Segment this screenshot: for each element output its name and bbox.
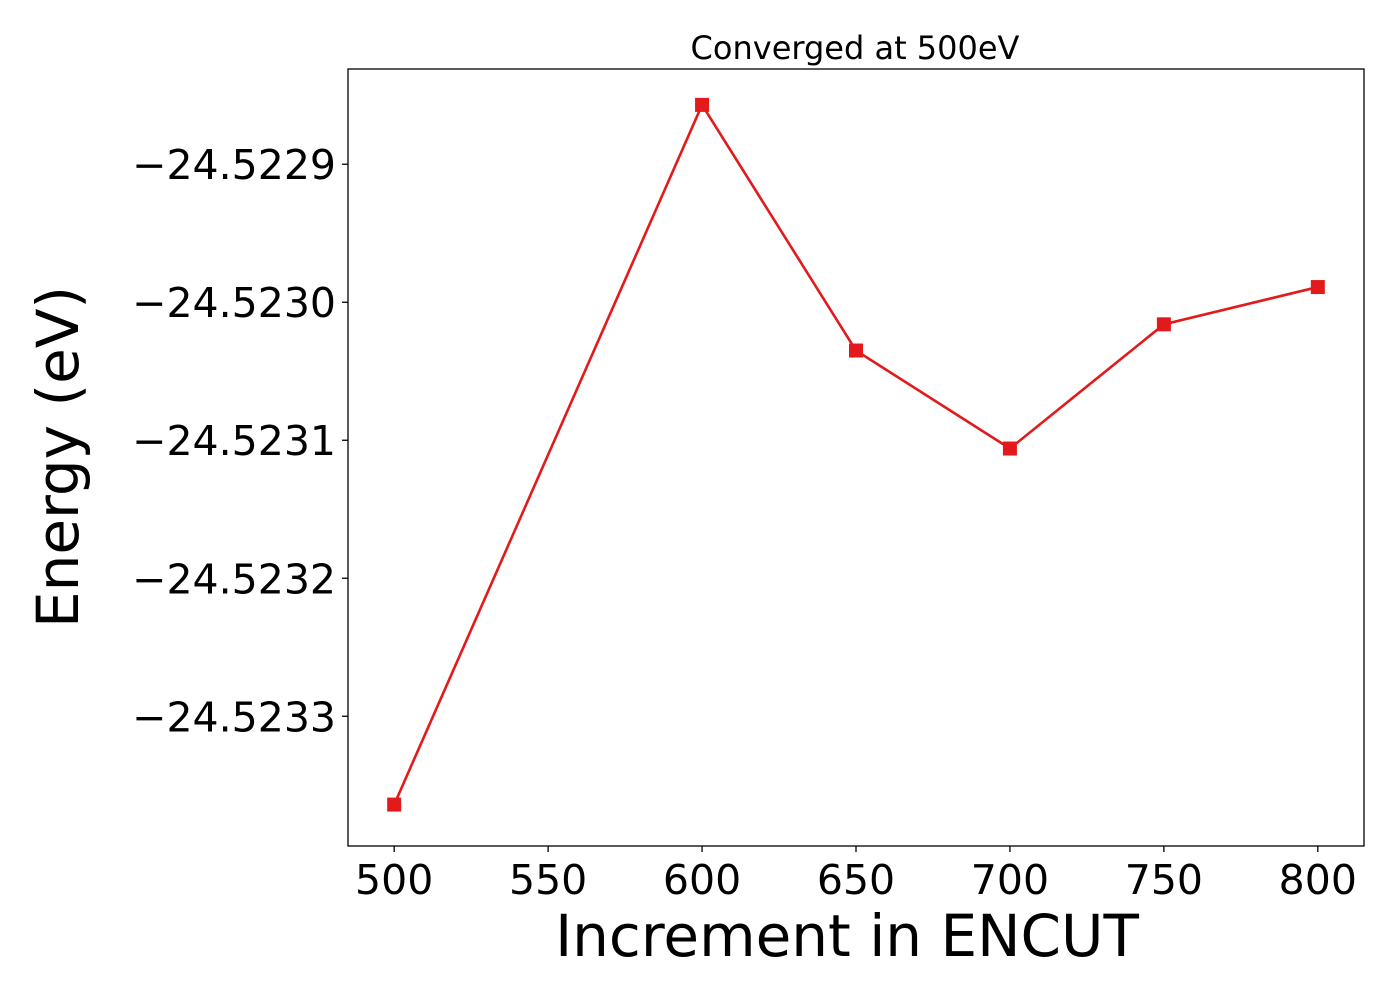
data-point — [1002, 441, 1017, 456]
data-point — [695, 97, 710, 112]
chart-title: Converged at 500eV — [691, 29, 1020, 67]
y-axis-title: Energy (eV) — [24, 286, 92, 628]
series-line — [392, 102, 1319, 806]
y-tick-label: −24.5230 — [132, 279, 336, 327]
x-tick-label: 500 — [355, 856, 433, 904]
x-tick-label: 800 — [1279, 856, 1357, 904]
x-tick-label: 600 — [663, 856, 741, 904]
y-tick-label: −24.5233 — [132, 693, 336, 741]
data-point — [1310, 280, 1325, 295]
y-axis-ticks: −24.5229 −24.5230 −24.5231 −24.5232 −24.5233 — [132, 141, 348, 741]
series-layer — [387, 97, 1325, 812]
x-tick-label: 550 — [509, 856, 587, 904]
x-tick-label: 650 — [817, 856, 895, 904]
y-tick-label: −24.5229 — [132, 141, 336, 189]
data-point — [849, 343, 863, 358]
plot-area-frame — [347, 68, 1365, 847]
y-tick-label: −24.5232 — [132, 555, 336, 603]
x-axis-ticks: 500 550 600 650 700 750 800 — [355, 846, 1357, 904]
x-tick-label: 700 — [971, 856, 1049, 904]
y-tick-label: −24.5231 — [132, 417, 336, 465]
x-tick-label: 750 — [1125, 856, 1203, 904]
data-point — [1156, 317, 1171, 332]
x-axis-title: Increment in ENCUT — [555, 902, 1139, 970]
data-point — [387, 797, 402, 812]
